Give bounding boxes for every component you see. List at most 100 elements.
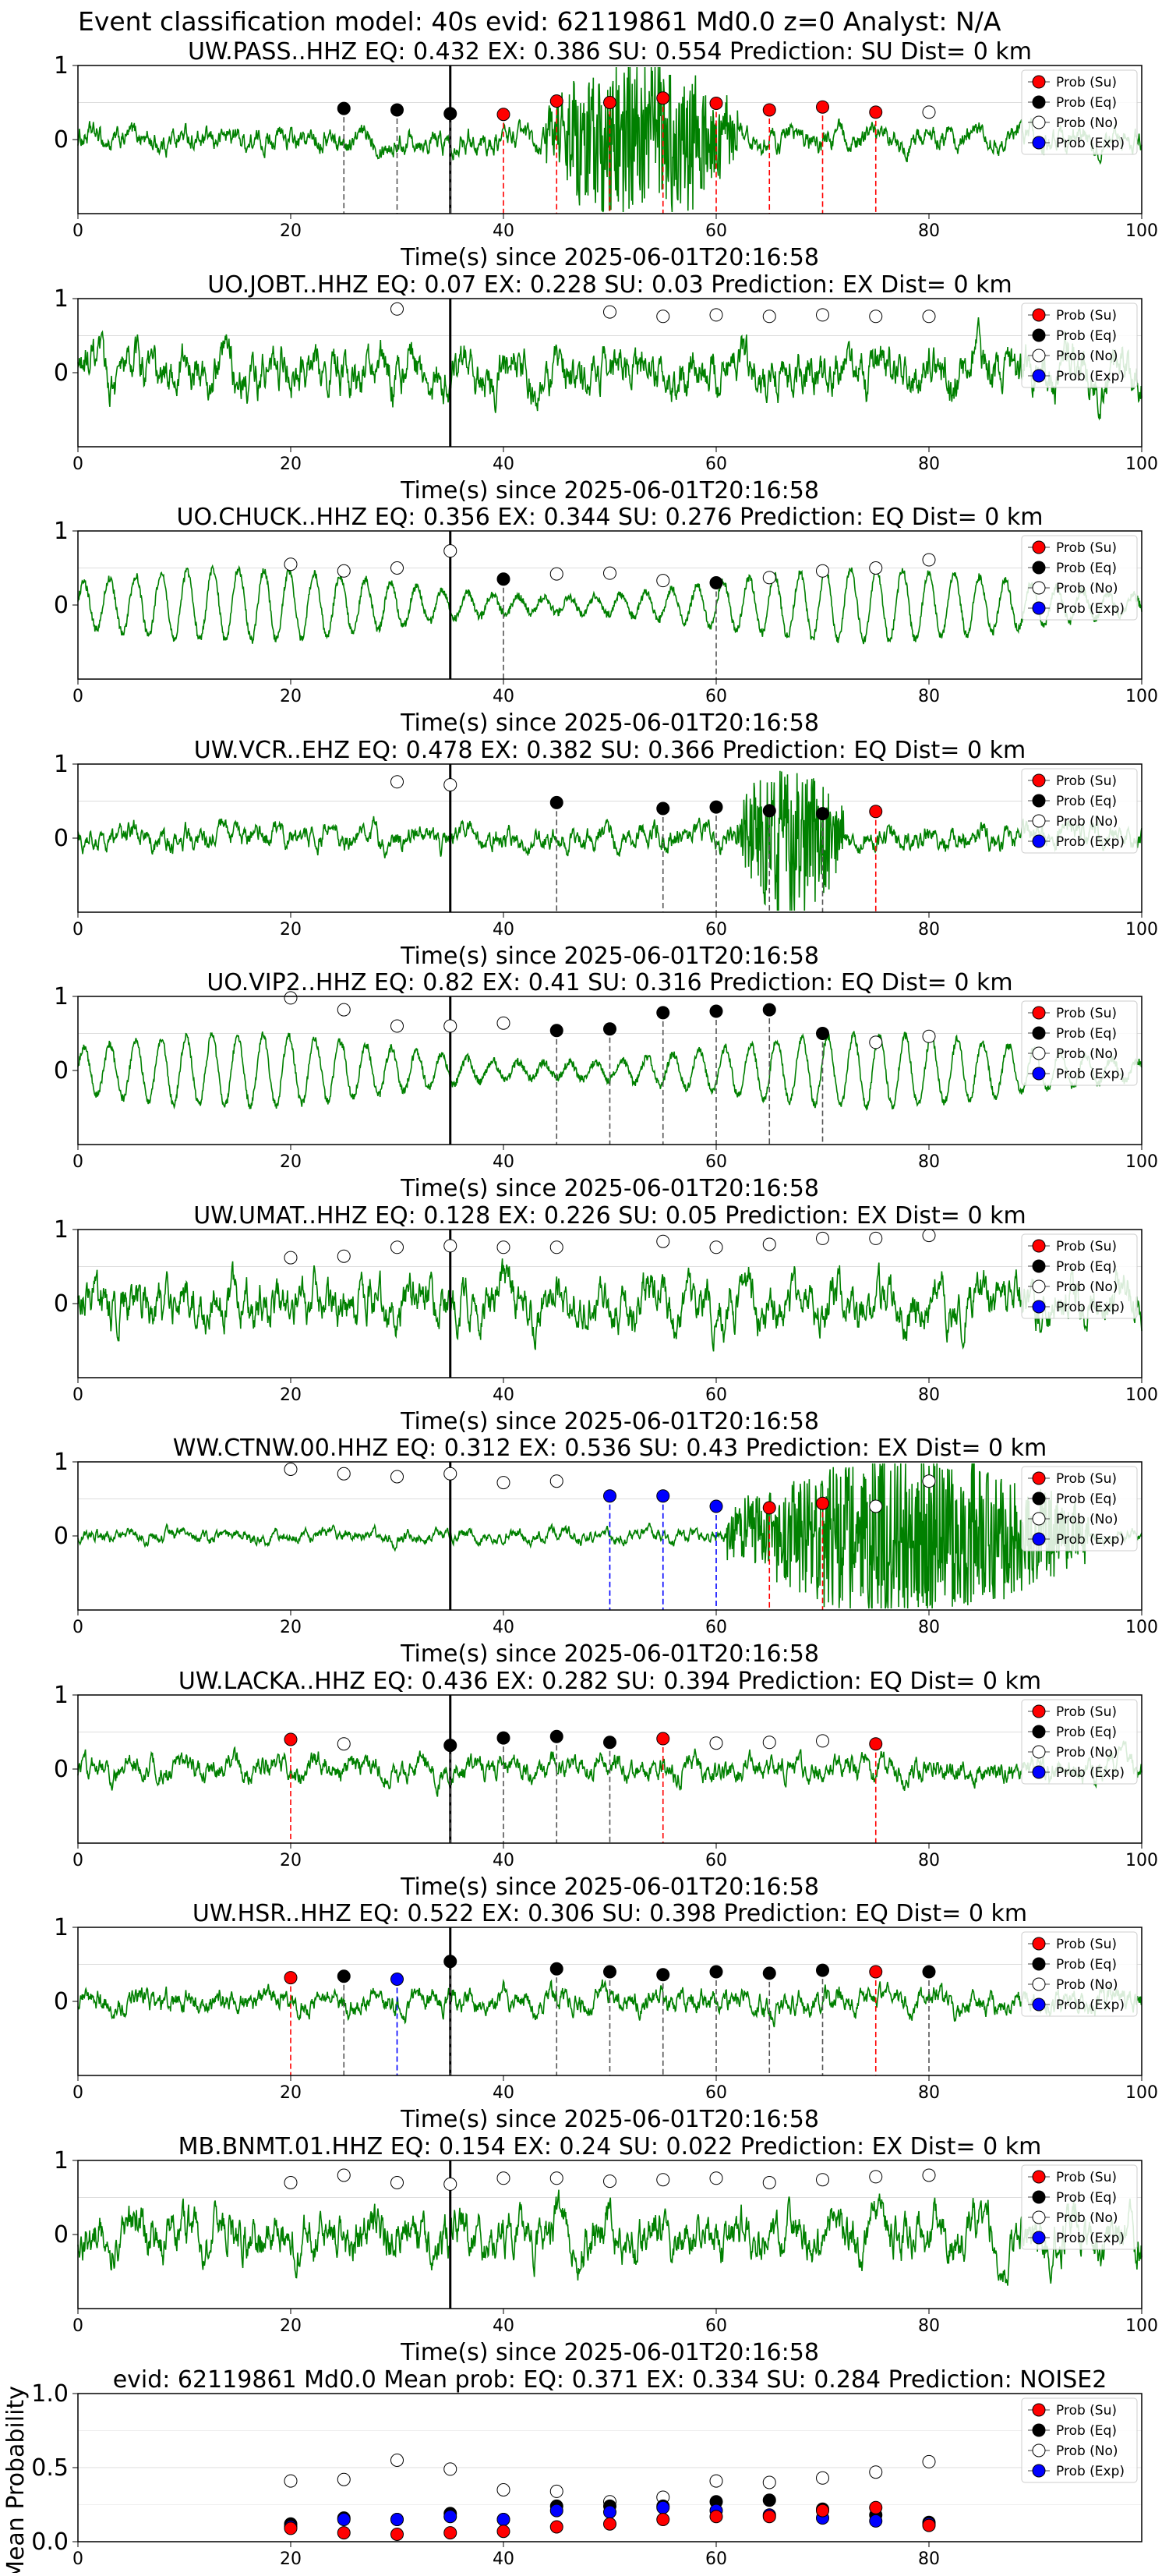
prob-marker-no — [443, 1239, 457, 1253]
prob-marker-su — [869, 105, 883, 119]
prob-marker-eq — [709, 1965, 723, 1979]
prob-marker-eq — [390, 103, 404, 117]
legend-marker — [1032, 2464, 1046, 2478]
legend-marker — [1032, 2190, 1046, 2204]
x-tick-label: 80 — [918, 920, 940, 939]
mean-marker-exp — [869, 2514, 883, 2528]
prob-marker-exp — [603, 1489, 616, 1503]
legend-marker — [1032, 794, 1046, 808]
legend-marker — [1032, 1957, 1046, 1971]
legend-label: Prob (Exp) — [1056, 136, 1125, 151]
prob-marker-su — [549, 94, 563, 108]
x-tick-label: 20 — [280, 2316, 302, 2336]
prob-marker-eq — [549, 1729, 563, 1743]
x-tick-label: 100 — [1125, 1851, 1158, 1870]
prob-marker-eq — [443, 1739, 457, 1753]
x-tick-label: 80 — [918, 1618, 940, 1637]
legend-marker — [1032, 1704, 1046, 1718]
prob-marker-no — [337, 1467, 351, 1481]
prob-marker-no — [709, 1240, 723, 1254]
x-tick-label: 100 — [1125, 920, 1158, 939]
station-title: UW.UMAT..HHZ EQ: 0.128 EX: 0.226 SU: 0.0… — [193, 1202, 1026, 1230]
legend-marker — [1032, 2443, 1046, 2457]
prob-marker-eq — [603, 1736, 616, 1750]
y-tick-label: 0 — [54, 2221, 69, 2249]
prob-marker-no — [496, 1476, 510, 1490]
legend-marker — [1032, 308, 1046, 322]
legend-label: Prob (Exp) — [1056, 834, 1125, 850]
legend-marker — [1032, 834, 1046, 848]
mean-marker-su — [284, 2521, 298, 2535]
prob-marker-eq — [709, 1004, 723, 1018]
legend-label: Prob (Su) — [1056, 773, 1117, 789]
x-axis-label: Time(s) since 2025-06-01T20:16:58 — [400, 1408, 819, 1435]
legend-marker — [1032, 1026, 1046, 1040]
legend: Prob (Su) Prob (Eq) Prob (No) Prob (Exp) — [1021, 768, 1138, 854]
prob-marker-no — [549, 567, 563, 581]
x-tick-label: 40 — [493, 1618, 514, 1637]
x-tick-label: 60 — [705, 221, 727, 241]
x-tick-label: 80 — [918, 455, 940, 474]
legend-marker — [1032, 1259, 1046, 1273]
mean-probability-panel: 0 20 40 60 80 0.0 0.5 1.0 evid: 62119861 Md0.0 M… — [2, 2366, 1143, 2576]
legend-marker — [1032, 1937, 1046, 1951]
legend-label: Prob (Eq) — [1056, 794, 1117, 809]
legend-marker — [1032, 601, 1046, 615]
legend-label: Prob (Su) — [1056, 1704, 1117, 1720]
mean-marker-su — [337, 2526, 351, 2540]
waveform-trace — [77, 2189, 1143, 2286]
station-panel: 0 20 40 60 80 100 0 1 UW.PASS..HHZ EQ: 0.432 EX:… — [54, 38, 1158, 271]
prob-marker-no — [656, 1234, 670, 1248]
mean-marker-su — [922, 2518, 936, 2532]
legend-label: Prob (Exp) — [1056, 369, 1125, 384]
mean-marker-exp — [496, 2513, 510, 2526]
waveform-trace — [77, 564, 1143, 645]
x-tick-label: 60 — [705, 687, 727, 706]
prob-marker-su — [762, 103, 776, 117]
prob-marker-su — [284, 1971, 298, 1985]
prob-marker-no — [496, 1240, 510, 1254]
legend-label: Prob (No) — [1056, 115, 1118, 131]
x-tick-label: 100 — [1125, 1152, 1158, 1172]
x-tick-label: 80 — [918, 2316, 940, 2336]
prob-marker-no — [922, 105, 936, 119]
mean-marker-su — [709, 2510, 723, 2524]
x-tick-label: 20 — [280, 920, 302, 939]
x-tick-label: 80 — [918, 1152, 940, 1172]
legend-label: Prob (Exp) — [1056, 601, 1125, 617]
legend-label: Prob (Exp) — [1056, 2231, 1125, 2246]
y-tick-label: 1 — [54, 1682, 69, 1709]
prob-marker-no — [656, 574, 670, 588]
legend-label: Prob (Eq) — [1056, 328, 1117, 344]
legend-marker — [1032, 369, 1046, 383]
y-tick-label: 0 — [54, 359, 69, 387]
prob-marker-no — [816, 2173, 829, 2187]
x-tick-label: 0 — [72, 2083, 83, 2103]
prob-marker-eq — [443, 1955, 457, 1969]
x-tick-label: 0 — [72, 455, 83, 474]
legend-label: Prob (Eq) — [1056, 561, 1117, 576]
station-panel: 0 20 40 60 80 100 0 1 UW.UMAT..HHZ EQ: 0.128 EX:… — [54, 1202, 1158, 1435]
legend-box — [1021, 1466, 1138, 1552]
legend-label: Prob (No) — [1056, 1977, 1118, 1993]
legend-marker — [1032, 1239, 1046, 1253]
x-tick-label: 20 — [280, 2549, 302, 2569]
prob-marker-no — [549, 2171, 563, 2185]
prob-marker-eq — [922, 1965, 936, 1979]
x-axis-label: Time(s) since 2025-06-01T20:16:58 — [400, 1175, 819, 1202]
x-tick-label: 60 — [705, 920, 727, 939]
mean-marker-no — [496, 2483, 510, 2496]
prob-marker-no — [390, 2176, 404, 2189]
y-tick-label: 1 — [54, 751, 69, 778]
prob-marker-no — [496, 1016, 510, 1030]
prob-marker-exp — [656, 1489, 670, 1503]
axes-frame — [77, 298, 1143, 448]
prob-marker-eq — [603, 1965, 616, 1979]
prob-marker-no — [922, 553, 936, 567]
legend-box — [1021, 1000, 1138, 1086]
x-tick-label: 40 — [493, 2316, 514, 2336]
prob-marker-no — [816, 308, 829, 322]
axes-frame — [77, 763, 1143, 913]
legend: Prob (Su) Prob (Eq) Prob (No) Prob (Exp) — [1021, 303, 1138, 388]
legend-label: Prob (Exp) — [1056, 1765, 1125, 1781]
